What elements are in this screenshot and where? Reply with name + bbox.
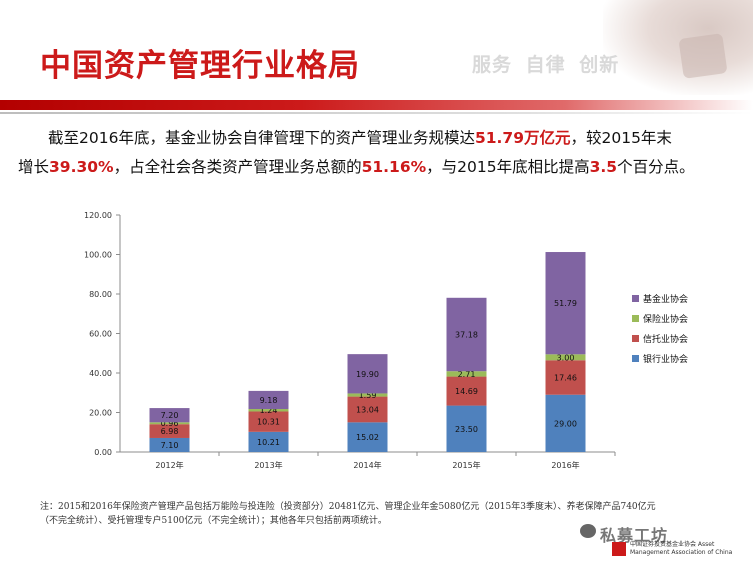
logo-text: 中国证券投资基金业协会 Asset Management Association…	[630, 541, 733, 556]
bar-segment	[149, 408, 190, 423]
bar-segment	[149, 422, 190, 425]
x-tick-label: 2015年	[452, 460, 480, 470]
bar-segment	[446, 405, 487, 452]
highlight-share: 51.16%	[361, 158, 427, 176]
summary-part: ，占全社会各类资产管理业务总额的	[113, 158, 362, 176]
data-label: 15.02	[356, 433, 379, 442]
y-tick-label: 40.00	[89, 369, 112, 378]
summary-line-2: 增长39.30%，占全社会各类资产管理业务总额的51.16%，与2015年底相比…	[18, 158, 695, 176]
data-label: 37.18	[455, 331, 478, 340]
data-label: 1.59	[359, 391, 377, 400]
data-label: 14.69	[455, 387, 478, 396]
bar-segment	[248, 409, 289, 412]
tagline: 服务 自律 创新	[472, 54, 620, 76]
chart-svg: 0.00 20.00 40.00 60.00 80.00 100.00 120.00 7.10…	[84, 211, 688, 470]
bar-segment	[446, 371, 487, 377]
summary-part: 个百分点。	[617, 158, 695, 176]
y-tick-label: 0.00	[94, 448, 112, 457]
highlight-scale: 51.79万亿元	[474, 129, 571, 147]
data-label: 2.71	[458, 370, 476, 379]
legend-swatch	[632, 295, 639, 302]
bar-segment	[149, 424, 190, 438]
legend-label: 基金业协会	[643, 293, 688, 305]
data-label: 23.50	[455, 425, 478, 434]
x-tick-label: 2016年	[551, 460, 579, 470]
highlight-points: 3.5	[589, 158, 618, 176]
data-label: 13.04	[356, 405, 379, 414]
bar-segment	[446, 297, 487, 372]
page-title: 中国资产管理行业格局	[40, 48, 360, 84]
summary-line-1: 截至2016年底，基金业协会自律管理下的资产管理业务规模达51.79万亿元，较2…	[18, 124, 738, 153]
bar-segment	[347, 393, 388, 397]
bar-segment	[248, 431, 289, 452]
data-label: 29.00	[554, 419, 577, 428]
y-tick-label: 60.00	[89, 330, 112, 339]
summary-text: 截至2016年底，基金业协会自律管理下的资产管理业务规模达51.79万亿元，较2…	[18, 124, 738, 182]
data-label: 3.00	[557, 353, 575, 362]
data-label: 1.24	[260, 406, 278, 415]
x-tick-label: 2013年	[254, 460, 282, 470]
y-tick-label: 20.00	[89, 409, 112, 418]
x-tick-label: 2014年	[353, 460, 381, 470]
data-label: 7.10	[161, 441, 179, 450]
summary-part: ，较2015年末	[570, 129, 672, 147]
bar-segment	[446, 376, 487, 406]
bar-segment	[347, 422, 388, 452]
data-label: 19.90	[356, 370, 379, 379]
footnote: 注：2015和2016年保险资产管理产品包括万能险与投连险（投资部分）20481…	[40, 502, 656, 526]
legend-swatch	[632, 335, 639, 342]
stacked-bar-chart: 0.00 20.00 40.00 60.00 80.00 100.00 120.00 7.10…	[0, 200, 753, 490]
bar-segment	[545, 354, 586, 361]
header-band	[0, 100, 753, 110]
legend-swatch	[632, 355, 639, 362]
corner-photo	[603, 0, 753, 95]
y-tick-label: 120.00	[84, 211, 112, 220]
bar-segment	[248, 390, 289, 410]
summary-part: 增长	[18, 158, 50, 176]
y-tick-label: 100.00	[84, 251, 112, 260]
summary-part: 截至2016年底，基金业协会自律管理下的资产管理业务规模达	[48, 129, 475, 147]
bar-segment	[248, 411, 289, 432]
bar-segment	[545, 252, 586, 355]
legend-label: 银行业协会	[643, 353, 688, 365]
data-label: 17.46	[554, 373, 577, 382]
data-label: 0.96	[161, 419, 179, 428]
legend-label: 保险业协会	[643, 313, 688, 325]
bar-segment	[149, 437, 190, 452]
data-label: 6.98	[161, 427, 179, 436]
bar-segment	[545, 360, 586, 395]
summary-part: ，与2015年底相比提高	[426, 158, 590, 176]
data-label: 10.31	[257, 418, 280, 427]
bar-segment	[347, 396, 388, 423]
bar-segment	[347, 354, 388, 394]
highlight-growth: 39.30%	[49, 158, 114, 176]
divider	[0, 112, 753, 114]
y-tick-label: 80.00	[89, 290, 112, 299]
data-label: 9.18	[260, 396, 278, 405]
bar-segment	[545, 394, 586, 452]
legend-swatch	[632, 315, 639, 322]
data-label: 10.21	[257, 438, 280, 447]
data-label: 51.79	[554, 299, 577, 308]
data-label: 7.20	[161, 411, 179, 420]
wechat-icon	[580, 524, 596, 538]
seal-stamp-image	[678, 33, 728, 79]
legend-label: 信托业协会	[643, 333, 688, 345]
x-tick-label: 2012年	[155, 460, 183, 470]
watermark: 私募工坊	[600, 526, 669, 545]
amac-logo-icon	[612, 542, 626, 556]
